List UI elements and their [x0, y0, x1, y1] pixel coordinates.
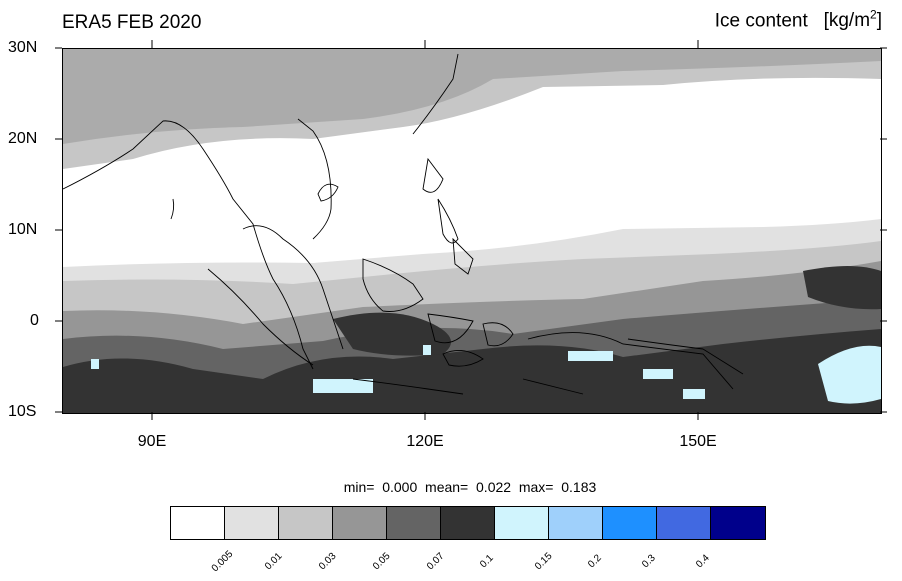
lat-label-20n: 20N [8, 130, 38, 147]
lat-label-10n: 10N [8, 221, 38, 238]
colorbar [170, 506, 766, 540]
max-value: 0.183 [561, 479, 597, 495]
colorbar-box-5 [441, 507, 495, 539]
variable-title: Ice content [kg/m2] [715, 8, 882, 32]
colorbar-box-1 [225, 507, 279, 539]
lon-label-120e: 120E [406, 433, 444, 450]
lat-label-10s: 10S [8, 403, 37, 420]
unit-label: [kg/m2] [823, 8, 882, 32]
lat-label-0: 0 [30, 312, 39, 329]
colorbar-tick-label: 0.4 [694, 552, 712, 571]
lon-label-150e: 150E [679, 433, 717, 450]
colorbar-box-9 [657, 507, 711, 539]
colorbar-box-6 [495, 507, 549, 539]
colorbar-tick-label: 0.15 [532, 550, 555, 573]
field-statistics: min= 0.000 mean= 0.022 max= 0.183 [343, 479, 597, 495]
colorbar-box-10 [711, 507, 765, 539]
colorbar-box-8 [603, 507, 657, 539]
colorbar-box-4 [387, 507, 441, 539]
ice-content-field [63, 49, 881, 413]
colorbar-box-7 [549, 507, 603, 539]
colorbar-tick-label: 0.03 [316, 550, 339, 573]
colorbar-tick-label: 0.07 [424, 550, 447, 573]
colorbar-tick-label: 0.05 [370, 550, 393, 573]
variable-label: Ice content [714, 10, 808, 32]
map-title: ERA5 FEB 2020 [62, 12, 202, 33]
min-value: 0.000 [382, 479, 418, 495]
lon-label-90e: 90E [137, 433, 167, 450]
map-plot [62, 48, 882, 414]
colorbar-tick-label: 0.2 [586, 552, 604, 571]
mean-value: 0.022 [476, 479, 512, 495]
colorbar-box-3 [333, 507, 387, 539]
colorbar-box-0 [171, 507, 225, 539]
colorbar-tick-label: 0.01 [262, 550, 285, 573]
colorbar-tick-label: 0.005 [209, 548, 236, 575]
colorbar-tick-label: 0.3 [640, 552, 658, 571]
colorbar-tick-label: 0.1 [478, 552, 496, 571]
lat-label-30n: 30N [8, 39, 38, 56]
colorbar-box-2 [279, 507, 333, 539]
